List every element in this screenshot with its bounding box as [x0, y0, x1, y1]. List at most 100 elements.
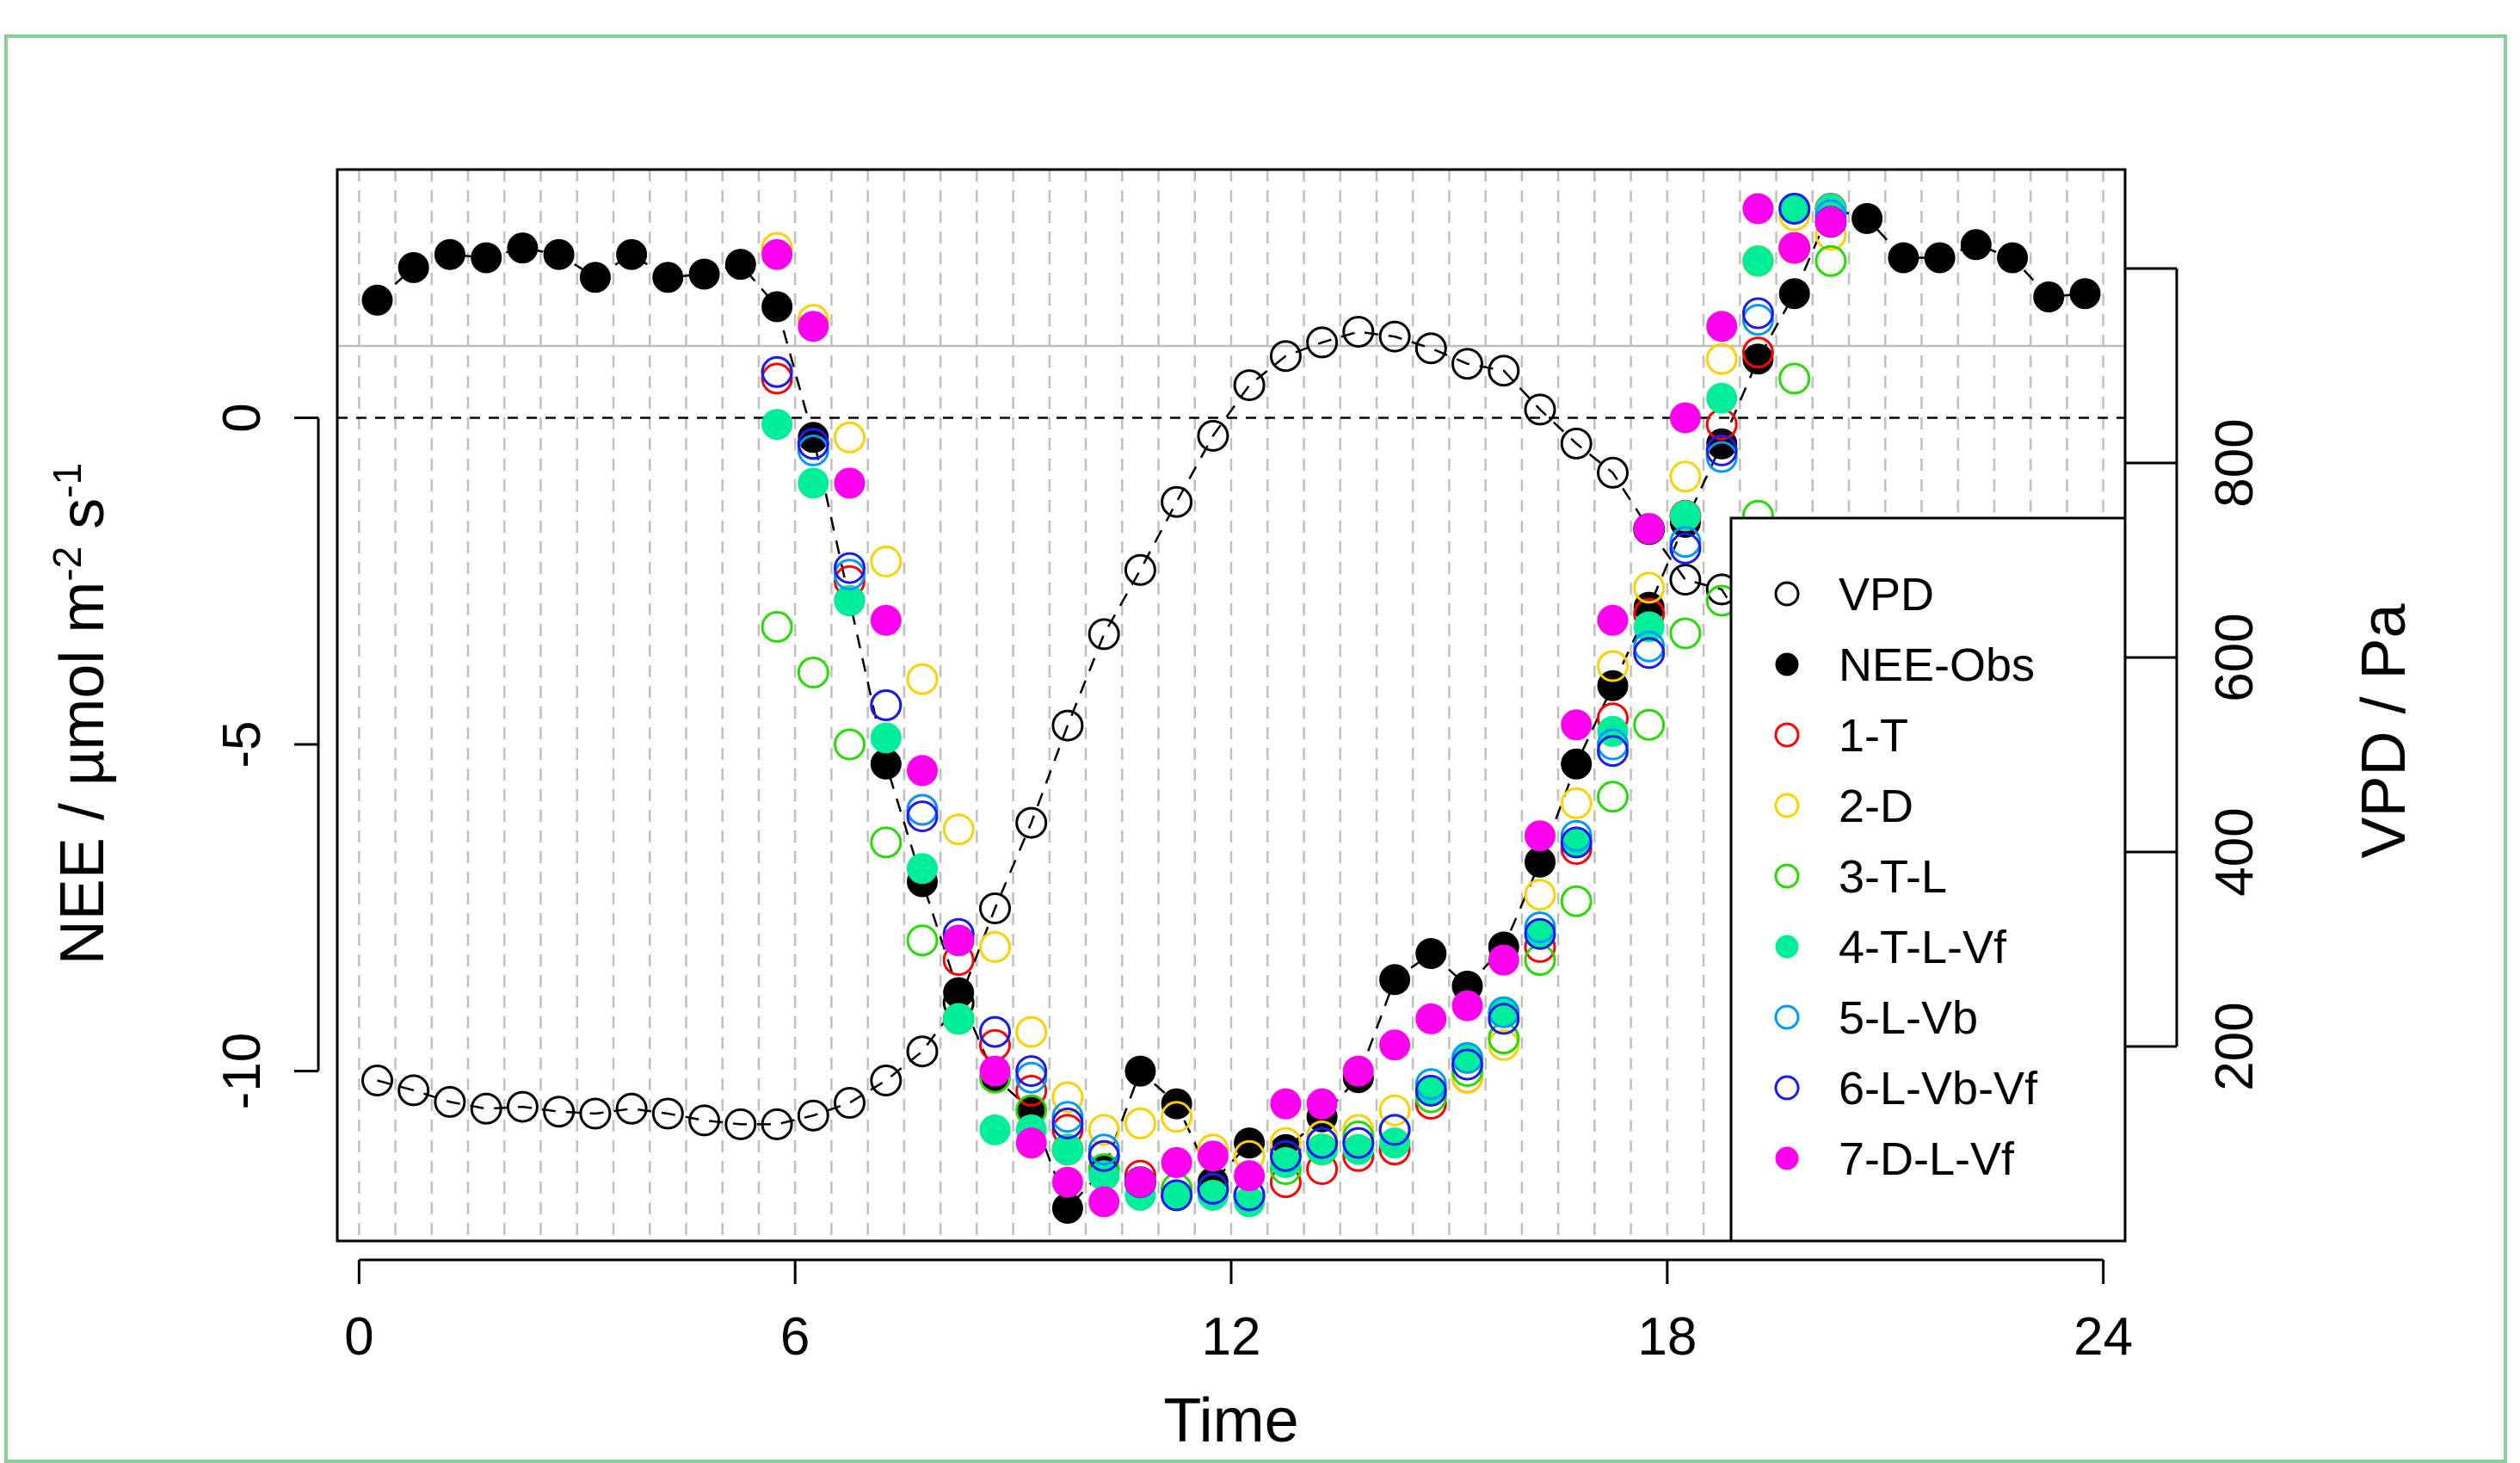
y-axis-left-label-exp1: -2: [45, 546, 89, 582]
legend-marker-m5: [1774, 1004, 1800, 1030]
point-m4: [1197, 1179, 1229, 1211]
legend-label-m4: 4-T-L-Vf: [1839, 922, 2007, 973]
point-m7: [834, 467, 866, 499]
y-right-tick-label: 600: [2205, 613, 2264, 701]
x-tick-label: 24: [2073, 1307, 2133, 1367]
point-obs: [1742, 343, 1774, 375]
point-m7: [1051, 1166, 1083, 1198]
point-m6: [834, 552, 866, 584]
point-m7: [761, 238, 793, 270]
legend-marker-m6: [1774, 1075, 1800, 1101]
point-vpd: [1233, 369, 1266, 402]
point-m5: [1560, 819, 1593, 852]
point-m4: [1051, 1133, 1083, 1165]
point-m5: [1488, 996, 1520, 1028]
point-m7: [1742, 193, 1774, 225]
series-line-vpd: [377, 330, 1759, 1126]
point-m1: [1741, 336, 1774, 369]
point-vpd: [579, 1097, 612, 1130]
point-obs: [543, 238, 575, 270]
point-m2: [1488, 1028, 1520, 1061]
x-axis-label: Time: [1163, 1386, 1298, 1454]
point-vpd: [906, 1035, 939, 1068]
point-vpd: [397, 1074, 430, 1107]
legend-label-vpd: VPD: [1839, 569, 1934, 620]
point-m5: [1451, 1041, 1483, 1074]
point-vpd: [1560, 427, 1593, 460]
point-obs: [688, 258, 720, 290]
point-m2: [1161, 1101, 1193, 1133]
point-obs: [652, 262, 684, 293]
point-obs: [2033, 281, 2065, 312]
point-m5: [906, 793, 939, 826]
point-vpd: [834, 1087, 866, 1119]
point-vpd: [1051, 709, 1084, 742]
point-m5: [1087, 1133, 1120, 1166]
point-m7: [1306, 1088, 1338, 1120]
point-m7: [1379, 1029, 1411, 1061]
point-m2: [979, 930, 1011, 963]
point-m5: [1015, 1061, 1048, 1094]
point-m6: [1269, 1139, 1302, 1172]
point-m4: [1706, 382, 1738, 414]
point-obs: [1851, 202, 1883, 234]
point-m2: [1087, 1114, 1120, 1146]
point-m3: [1560, 885, 1593, 917]
point-obs: [1051, 1193, 1083, 1224]
point-vpd: [1306, 326, 1339, 359]
legend-marker-m3: [1774, 863, 1800, 889]
point-m3: [1669, 617, 1702, 650]
point-m7: [1633, 513, 1665, 545]
point-vpd: [688, 1104, 721, 1137]
point-obs: [1997, 242, 2029, 274]
point-m1: [1015, 1074, 1048, 1107]
point-vpd: [870, 1065, 903, 1096]
point-obs: [1561, 748, 1593, 780]
point-vpd: [434, 1085, 466, 1118]
point-m4: [1379, 1127, 1411, 1159]
point-m7: [1088, 1186, 1120, 1218]
point-m7: [1451, 990, 1483, 1022]
y-right-tick-label: 400: [2205, 807, 2264, 896]
legend-marker-m2: [1774, 793, 1800, 818]
point-obs: [2069, 278, 2101, 310]
y-axis-right-label: VPD / Pa: [2350, 602, 2418, 858]
legend-marker-obs: [1775, 652, 1799, 676]
point-m6: [1414, 1074, 1447, 1107]
point-obs: [1924, 242, 1956, 274]
point-m6: [1524, 917, 1556, 950]
point-obs: [1525, 846, 1556, 878]
point-m7: [1706, 311, 1738, 343]
point-m6: [1451, 1048, 1483, 1081]
point-m7: [1234, 1160, 1266, 1192]
point-m2: [1705, 343, 1738, 375]
point-vpd: [361, 1065, 393, 1096]
data-points: [361, 193, 2101, 1224]
point-m4: [834, 585, 866, 616]
legend-marker-m4: [1775, 935, 1799, 959]
point-m3: [797, 657, 829, 688]
point-m4: [761, 409, 793, 441]
point-vpd: [724, 1108, 757, 1140]
legend-marker-vpd: [1774, 581, 1800, 607]
point-vpd: [979, 892, 1011, 924]
point-m1: [979, 1028, 1011, 1061]
point-m4: [979, 1114, 1011, 1145]
point-m4: [1270, 1146, 1302, 1178]
point-obs: [616, 238, 648, 270]
point-m7: [1669, 402, 1701, 434]
point-m6: [1488, 1003, 1520, 1035]
point-m4: [1342, 1133, 1374, 1165]
point-m2: [906, 663, 939, 695]
point-m6: [1560, 826, 1593, 859]
point-m2: [942, 813, 975, 846]
point-vpd: [1451, 348, 1483, 380]
point-vpd: [615, 1092, 648, 1125]
point-obs: [1415, 938, 1447, 969]
point-m4: [1669, 500, 1701, 532]
point-m3: [870, 826, 903, 859]
point-m7: [1488, 944, 1519, 976]
point-m7: [1342, 1055, 1374, 1087]
point-vpd: [1269, 340, 1302, 373]
point-m3: [1778, 362, 1811, 395]
